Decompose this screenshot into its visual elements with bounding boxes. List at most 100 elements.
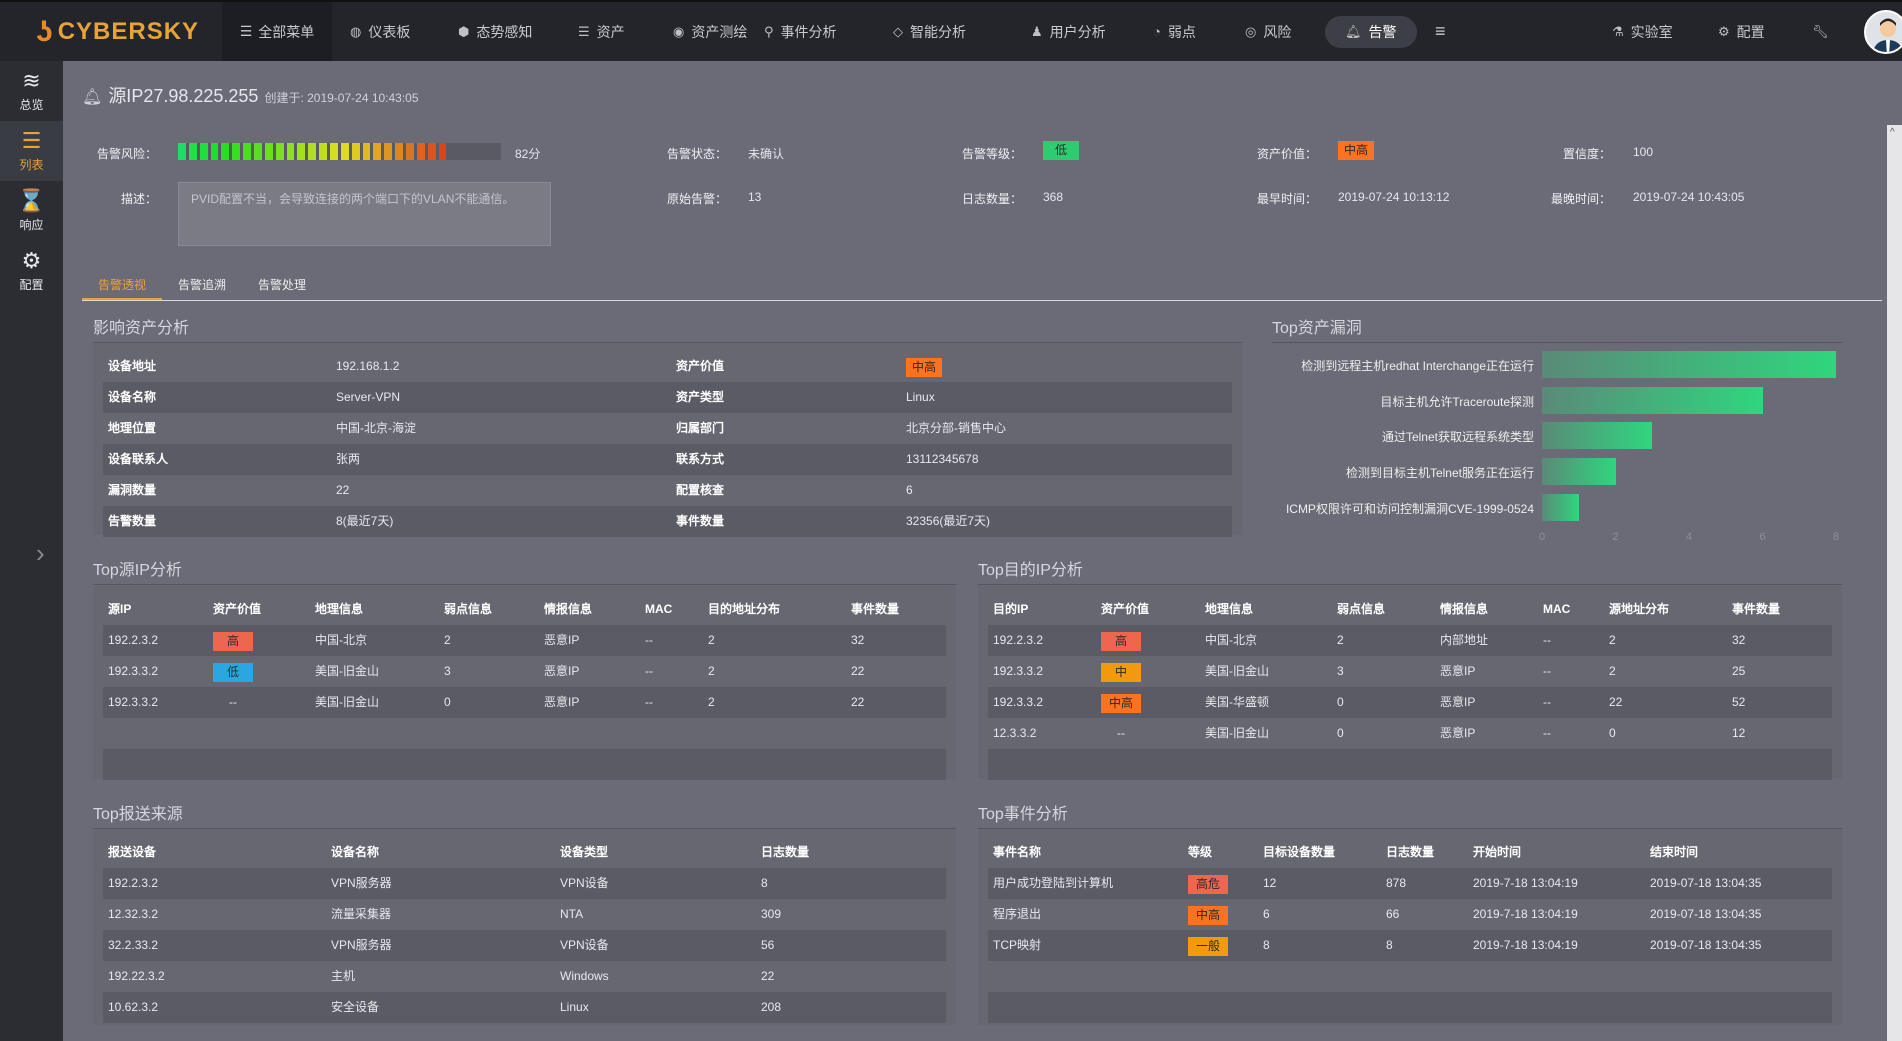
bar [1542, 422, 1653, 450]
column-header: 资产价值 [213, 602, 262, 616]
table-row[interactable]: 192.2.3.2 高 中国-北京 2 内部地址 -- 2 32 [988, 625, 1832, 656]
logo[interactable]: ʖ CYBERSKY [36, 15, 200, 48]
tab-alert-trace[interactable]: 告警追溯 [178, 278, 227, 292]
wrench-button[interactable]: 🔧︎ [1812, 2, 1829, 61]
cell: VPN设备 [560, 876, 609, 890]
scrollbar[interactable]: ^ [1887, 125, 1902, 1041]
sidebar-item-list[interactable]: ☰ 列表 [0, 121, 63, 181]
nav-item-alarm[interactable]: 🔔︎ 告警 [1325, 16, 1417, 48]
cell: 0 [1337, 726, 1344, 740]
table-header: 报送设备 设备名称 设备类型 日志数量 [103, 837, 946, 868]
risk-segment [199, 143, 208, 160]
table-row[interactable]: 程序退出 中高 6 66 2019-7-18 13:04:19 2019-07-18 13… [988, 899, 1832, 930]
table-row[interactable]: TCP映射 一般 8 8 2019-7-18 13:04:19 2019-07-18 13… [988, 930, 1832, 961]
all-menu-button[interactable]: ☰ 全部菜单 [222, 2, 332, 61]
risk-segment [406, 143, 414, 160]
event-section-title: Top事件分析 [978, 800, 1842, 829]
table-row[interactable]: 12.32.3.2 流量采集器 NTA 309 [103, 899, 946, 930]
hamburger-menu-button[interactable]: ≡ [1435, 2, 1446, 61]
risk-segment [351, 143, 360, 160]
column-header: 事件名称 [993, 845, 1042, 859]
column-header: 目标设备数量 [1263, 845, 1336, 859]
table-row[interactable]: 192.3.3.2 低美国-旧金山 3 恶意IP -- 2 22 [103, 656, 946, 687]
table-row[interactable]: 192.2.3.2 高 中国-北京 2 恶意IP -- 2 32 [103, 625, 946, 656]
table-row[interactable]: 192.3.3.2 -- 美国-旧金山 0 恶意IP -- 2 22 [103, 687, 946, 718]
hamburger-icon: ≡ [1435, 21, 1446, 41]
risk-segment [340, 143, 349, 160]
sidebar-item-config[interactable]: ⚙ 配置 [19, 248, 44, 293]
cell: 25 [1732, 664, 1746, 678]
nav-item-7[interactable]: ◔ 弱点 [1153, 23, 1196, 40]
cell: 2019-7-18 13:04:19 [1473, 907, 1578, 921]
table-row[interactable]: 192.3.3.2 中高 美国-华盛顿 0 恶意IP -- 22 52 [988, 687, 1832, 718]
bar [1542, 386, 1763, 414]
table-row[interactable]: 192.2.3.2 VPN服务器 VPN设备 8 [103, 868, 946, 899]
nav-item-0[interactable]: ◍ 仪表板 [350, 23, 411, 40]
asset-info-table: 设备地址 192.168.1.2 资产价值 中高 设备名称 Server-VPN 资产类型 L… [93, 343, 1242, 537]
table-row[interactable]: 12.3.3.2 -- 美国-旧金山 0 恶意IP -- 0 12 [988, 718, 1832, 749]
nav-item-config[interactable]: ⚙ 配置 [1718, 23, 1765, 40]
column-header: 弱点信息 [1337, 602, 1386, 616]
column-header: 源地址分布 [1609, 602, 1670, 616]
risk-segment [232, 143, 241, 160]
table-row[interactable]: 用户成功登陆到计算机 高危 12 878 2019-7-18 13:04:19 2019-… [988, 868, 1832, 899]
nav-item-6[interactable]: ♟ 用户分析 [1031, 23, 1106, 40]
cell: 32 [851, 633, 865, 647]
level-label: 告警等级： [962, 147, 1023, 161]
cell: -- [1543, 633, 1551, 647]
cell: 12.3.3.2 [993, 726, 1037, 740]
nav-item-2[interactable]: ☰ 资产 [578, 23, 625, 40]
cell: 0 [444, 695, 451, 709]
cell: 10.62.3.2 [108, 1000, 159, 1014]
risk-label: 告警风险： [97, 147, 158, 161]
column-header: 弱点信息 [444, 602, 493, 616]
cell: 56 [761, 938, 775, 952]
eye-icon: ◉ [673, 23, 685, 39]
description-textarea[interactable]: PVID配置不当，会导致连接的两个端口下的VLAN不能通信。 [178, 182, 551, 246]
cell: 流量采集器 [331, 907, 392, 921]
nav-item-1[interactable]: ⬢ 态势感知 [458, 23, 533, 40]
table-row[interactable]: 10.62.3.2 安全设备 Linux 208 [103, 992, 946, 1023]
info-value: 6 [906, 483, 913, 497]
cell: 程序退出 [993, 907, 1042, 921]
nav-item-5[interactable]: ◇ 智能分析 [893, 23, 966, 40]
risk-segment [482, 143, 490, 160]
value-badge: 低 [213, 663, 253, 682]
table-row[interactable]: 32.2.33.2 VPN服务器 VPN设备 56 [103, 930, 946, 961]
cell: VPN服务器 [331, 938, 392, 952]
cell: 192.2.3.2 [108, 876, 159, 890]
nav-item-lab[interactable]: ⚗ 实验室 [1612, 23, 1673, 40]
info-key: 资产价值 [676, 359, 725, 373]
column-header: 地理信息 [1205, 602, 1254, 616]
table-header: 目的IP 资产价值 地理信息 弱点信息 情报信息 MAC 源地址分布 事件数量 [988, 594, 1832, 625]
risk-segment [319, 143, 328, 160]
cell: 2 [1609, 664, 1616, 678]
tab-alert-overview[interactable]: 告警透视 [82, 270, 163, 301]
nav-item-4[interactable]: ⚲ 事件分析 [764, 23, 837, 40]
avatar[interactable] [1864, 10, 1902, 54]
cell: 66 [1386, 907, 1400, 921]
table-row[interactable]: 192.22.3.2 主机 Windows 22 [103, 961, 946, 992]
bar [1542, 351, 1836, 378]
menu-list-icon: ☰ [239, 23, 253, 39]
x-tick-label: 0 [1539, 531, 1546, 543]
cell: 中国-北京 [315, 633, 367, 647]
expand-arrow-icon[interactable]: › [36, 538, 45, 568]
sidebar-item-response[interactable]: ⌛ 响应 [17, 188, 46, 233]
vulnerability-icon: ◔ [1153, 24, 1161, 39]
sidebar-item-overview[interactable]: ≋ 总览 [19, 68, 44, 113]
cell: 52 [1732, 695, 1746, 709]
table-row[interactable]: 192.3.3.2 中 美国-旧金山 3 恶意IP -- 2 25 [988, 656, 1832, 687]
diamond-icon: ◇ [893, 23, 903, 39]
nav-item-8[interactable]: ◎ 风险 [1245, 23, 1292, 40]
risk-segment [178, 143, 186, 160]
cell: 2 [708, 695, 715, 709]
column-header: 结束时间 [1650, 845, 1699, 859]
info-key: 联系方式 [676, 452, 725, 466]
nav-item-3[interactable]: ◉ 资产测绘 [673, 23, 748, 40]
info-value: 192.168.1.2 [336, 359, 400, 373]
bar [1542, 493, 1579, 521]
risk-segment [330, 143, 338, 160]
cell: 恶意IP [1440, 695, 1476, 709]
tab-alert-handling[interactable]: 告警处理 [258, 278, 307, 292]
